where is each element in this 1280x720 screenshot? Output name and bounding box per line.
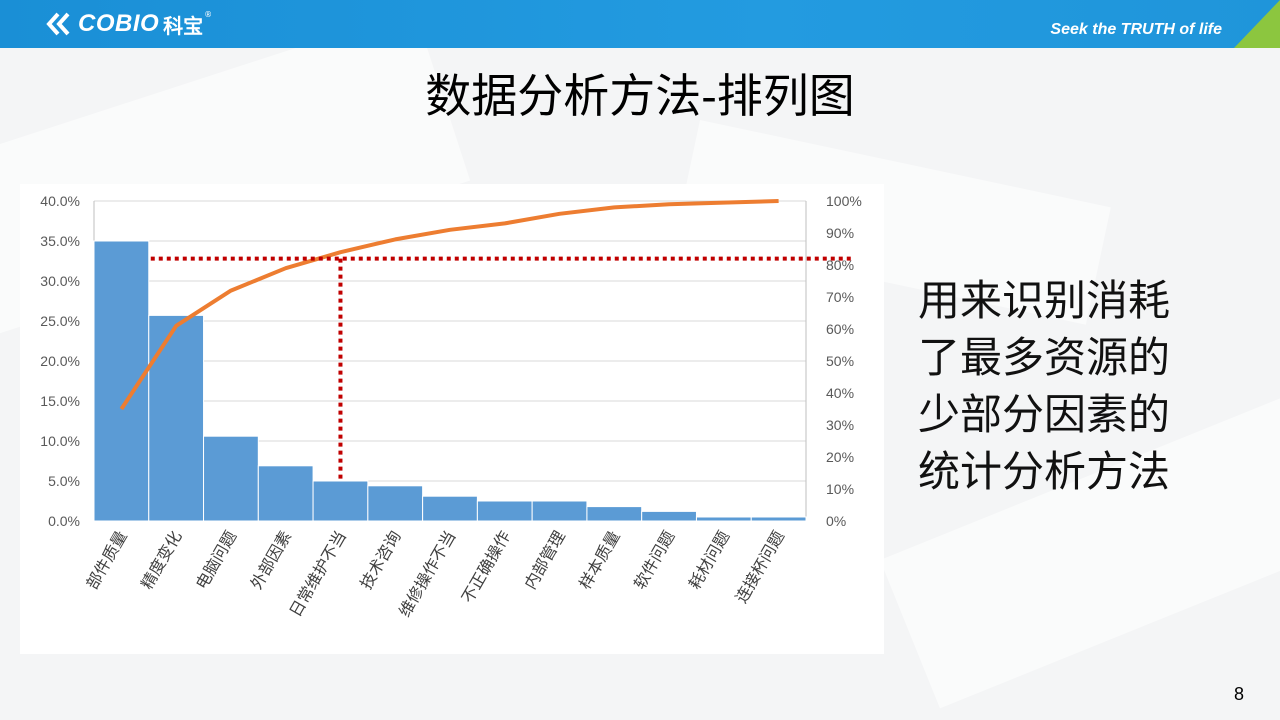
right-axis-tick-label: 20% [826, 449, 854, 465]
page-number: 8 [1233, 684, 1244, 704]
category-label: 软件问题 [630, 528, 678, 593]
logo-chinese-text: 科宝 [163, 13, 204, 38]
corner-triangle [1234, 0, 1280, 48]
right-axis-tick-label: 0% [826, 513, 846, 529]
slide-title: 数据分析方法-排列图 [425, 69, 855, 123]
right-axis-tick-label: 80% [826, 257, 854, 273]
left-axis-tick-label: 25.0% [40, 313, 80, 329]
pareto-bar [367, 485, 424, 522]
right-axis-tick-label: 10% [826, 481, 854, 497]
category-label: 维修操作不当 [395, 528, 459, 621]
left-axis-tick-label: 5.0% [48, 473, 80, 489]
category-label: 内部管理 [521, 528, 569, 593]
side-text-line: 用来识别消耗 [918, 276, 1171, 325]
pareto-bar [695, 516, 752, 522]
right-axis-tick-label: 70% [826, 289, 854, 305]
side-text-line: 少部分因素的 [918, 390, 1171, 439]
company-logo: COBIO 科宝 ® [44, 8, 212, 40]
category-label: 精度变化 [137, 528, 185, 593]
cumulative-line [119, 199, 779, 411]
pareto-bar [476, 500, 533, 522]
side-text-line: 了最多资源的 [918, 333, 1171, 382]
pareto-bar [148, 314, 205, 522]
left-axis-tick-label: 10.0% [40, 433, 80, 449]
left-axis-tick-label: 15.0% [40, 393, 80, 409]
pareto-bar [586, 506, 643, 522]
side-text-line: 统计分析方法 [918, 447, 1171, 496]
category-label: 外部因素 [247, 528, 295, 593]
left-axis-tick-label: 0.0% [48, 513, 80, 529]
pareto-bar [531, 500, 588, 522]
side-description: 用来识别消耗 了最多资源的 少部分因素的 统计分析方法 [918, 272, 1248, 500]
registered-mark: ® [204, 10, 213, 19]
right-axis-tick-label: 30% [826, 417, 854, 433]
slogan: Seek the TRUTH of life [1050, 21, 1222, 38]
left-axis-tick-label: 35.0% [40, 233, 80, 249]
chart-svg: 0.0% 5.0% 10.0% 15.0% 20.0% 25.0% 30.0% 35.0% 40… [40, 193, 862, 621]
pareto-bar [257, 465, 314, 522]
category-label: 样本质量 [575, 528, 623, 593]
pareto-bar [641, 510, 697, 522]
pareto-chart: 0.0% 5.0% 10.0% 15.0% 20.0% 25.0% 30.0% 35.0% 40… [20, 184, 884, 654]
pareto-bar [312, 480, 369, 522]
right-axis-tick-label: 60% [826, 321, 854, 337]
pareto-bar [422, 495, 478, 522]
category-label: 技术咨询 [356, 528, 404, 593]
category-label: 不正确操作 [458, 528, 514, 607]
category-label: 日常维护不当 [285, 528, 349, 621]
left-axis-tick-label: 30.0% [40, 273, 80, 289]
right-axis-tick-label: 100% [826, 193, 862, 209]
left-axis-tick-label: 20.0% [40, 353, 80, 369]
right-axis-tick-label: 40% [826, 385, 854, 401]
right-axis-tick-label: 90% [826, 225, 854, 241]
logo-text: COBIO [78, 10, 160, 37]
left-axis-tick-label: 40.0% [40, 193, 80, 209]
category-label: 电脑问题 [192, 528, 240, 593]
category-label: 部件质量 [82, 528, 130, 593]
pareto-bar [203, 435, 259, 522]
header-bar: COBIO 科宝 ® Seek the TRUTH of life [0, 0, 1280, 48]
category-label: 耗材问题 [685, 528, 733, 593]
pareto-bar [750, 516, 807, 522]
right-axis-tick-label: 50% [826, 353, 854, 369]
category-label: 连接杯问题 [732, 528, 788, 607]
logo-chevrons-icon [46, 12, 70, 36]
